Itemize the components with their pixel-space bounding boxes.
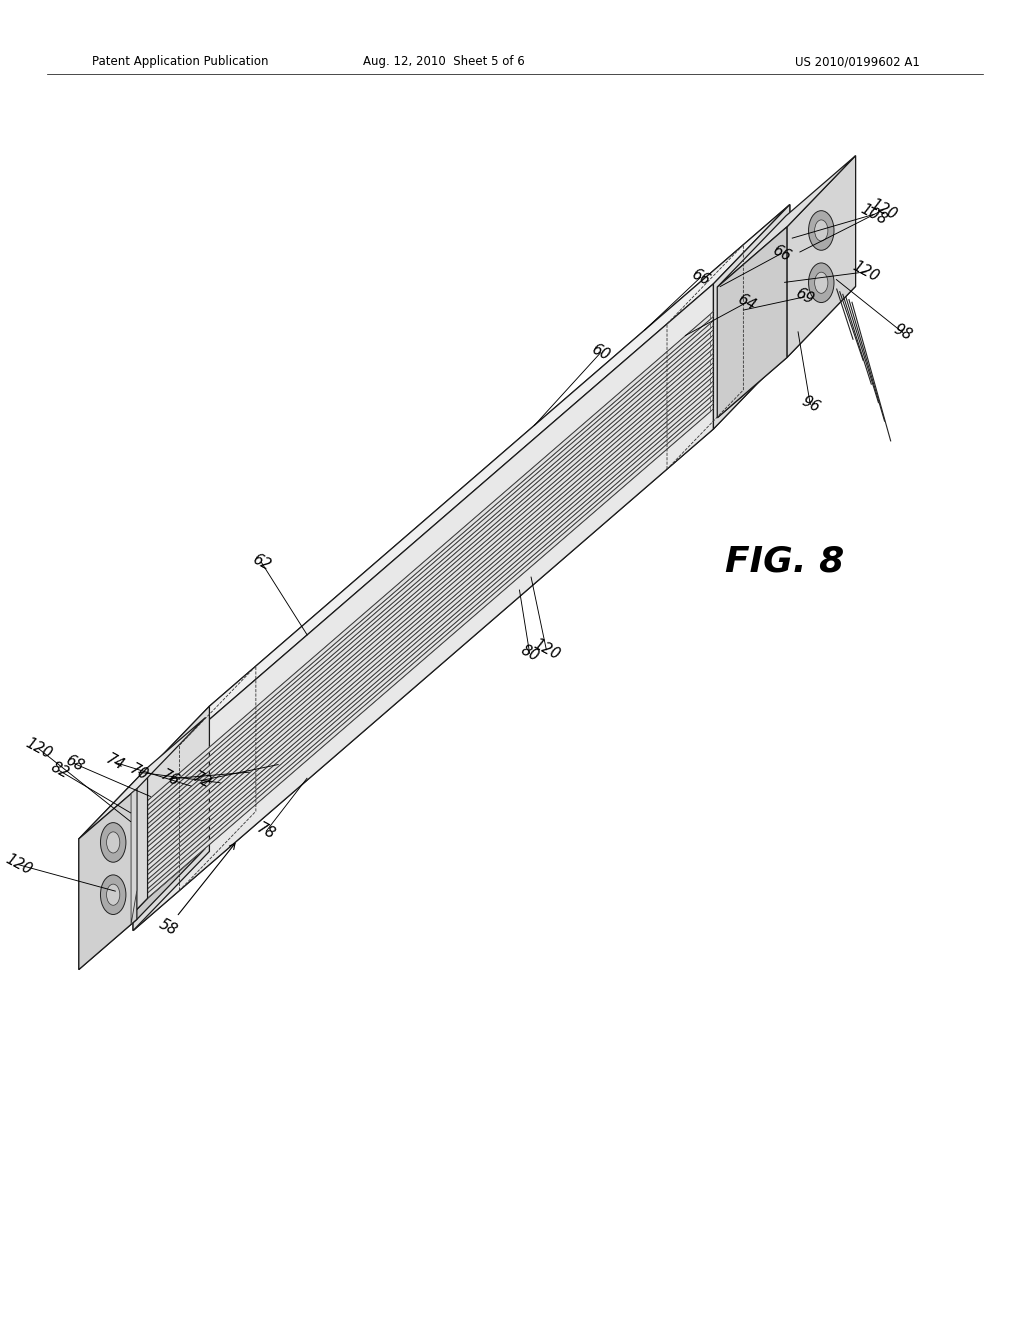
- Polygon shape: [130, 397, 711, 904]
- Polygon shape: [133, 350, 790, 931]
- Polygon shape: [130, 312, 714, 816]
- Text: 98: 98: [891, 321, 914, 343]
- Polygon shape: [130, 321, 714, 825]
- Polygon shape: [717, 156, 856, 286]
- Ellipse shape: [100, 822, 126, 862]
- Text: 120: 120: [530, 636, 562, 663]
- Polygon shape: [130, 354, 714, 858]
- Ellipse shape: [100, 875, 126, 915]
- Polygon shape: [717, 286, 856, 417]
- Text: 72: 72: [190, 770, 213, 792]
- Polygon shape: [130, 348, 714, 853]
- Text: Patent Application Publication: Patent Application Publication: [92, 55, 269, 69]
- Polygon shape: [79, 789, 137, 969]
- Polygon shape: [79, 768, 147, 969]
- Text: 58: 58: [157, 916, 180, 939]
- Ellipse shape: [106, 832, 120, 853]
- Text: 66: 66: [689, 267, 713, 288]
- Polygon shape: [717, 227, 786, 417]
- Polygon shape: [130, 360, 711, 867]
- Polygon shape: [130, 333, 711, 840]
- Polygon shape: [130, 385, 714, 890]
- Polygon shape: [130, 409, 714, 913]
- Polygon shape: [130, 314, 711, 821]
- Polygon shape: [133, 284, 714, 931]
- Polygon shape: [130, 339, 714, 843]
- Text: Aug. 12, 2010  Sheet 5 of 6: Aug. 12, 2010 Sheet 5 of 6: [362, 55, 524, 69]
- Polygon shape: [130, 330, 714, 834]
- Polygon shape: [79, 849, 206, 969]
- Polygon shape: [79, 718, 206, 840]
- Polygon shape: [130, 407, 711, 913]
- Polygon shape: [130, 400, 714, 904]
- Polygon shape: [130, 376, 714, 880]
- Text: 68: 68: [62, 752, 86, 775]
- Text: 70: 70: [127, 762, 151, 783]
- Polygon shape: [130, 345, 714, 849]
- Text: 108: 108: [858, 201, 890, 227]
- Polygon shape: [130, 358, 714, 862]
- Polygon shape: [131, 789, 137, 924]
- Polygon shape: [130, 335, 714, 840]
- Ellipse shape: [815, 272, 827, 293]
- Text: 120: 120: [850, 259, 882, 285]
- Text: 82: 82: [48, 759, 71, 781]
- Polygon shape: [130, 404, 714, 908]
- Polygon shape: [130, 391, 714, 895]
- Text: 78: 78: [255, 820, 278, 842]
- Text: 64: 64: [735, 292, 758, 314]
- Polygon shape: [133, 706, 210, 931]
- Polygon shape: [210, 205, 790, 851]
- Polygon shape: [130, 381, 714, 886]
- Polygon shape: [130, 370, 711, 876]
- Text: 60: 60: [589, 342, 612, 364]
- Polygon shape: [130, 388, 711, 895]
- Polygon shape: [130, 351, 711, 858]
- Text: 66: 66: [770, 243, 793, 264]
- Ellipse shape: [815, 220, 827, 242]
- Text: 120: 120: [3, 851, 35, 878]
- Polygon shape: [130, 317, 714, 821]
- Text: 120: 120: [24, 735, 54, 762]
- Text: FIG. 8: FIG. 8: [725, 544, 845, 578]
- Ellipse shape: [106, 884, 120, 906]
- Polygon shape: [130, 326, 714, 830]
- Polygon shape: [130, 372, 714, 876]
- Ellipse shape: [809, 263, 834, 302]
- Polygon shape: [130, 367, 714, 871]
- Polygon shape: [130, 363, 714, 867]
- Text: 96: 96: [799, 393, 822, 416]
- Text: 80: 80: [518, 643, 542, 664]
- Polygon shape: [786, 156, 856, 358]
- Text: 69: 69: [793, 286, 816, 308]
- Polygon shape: [130, 323, 711, 830]
- Polygon shape: [130, 395, 714, 899]
- Polygon shape: [130, 379, 711, 886]
- Text: 76: 76: [158, 768, 181, 789]
- Text: 120: 120: [867, 197, 899, 223]
- Polygon shape: [714, 205, 790, 429]
- Text: US 2010/0199602 A1: US 2010/0199602 A1: [795, 55, 920, 69]
- Polygon shape: [133, 205, 790, 785]
- Text: 62: 62: [250, 552, 273, 573]
- Polygon shape: [130, 342, 711, 849]
- Text: 74: 74: [103, 751, 126, 774]
- Ellipse shape: [809, 211, 834, 251]
